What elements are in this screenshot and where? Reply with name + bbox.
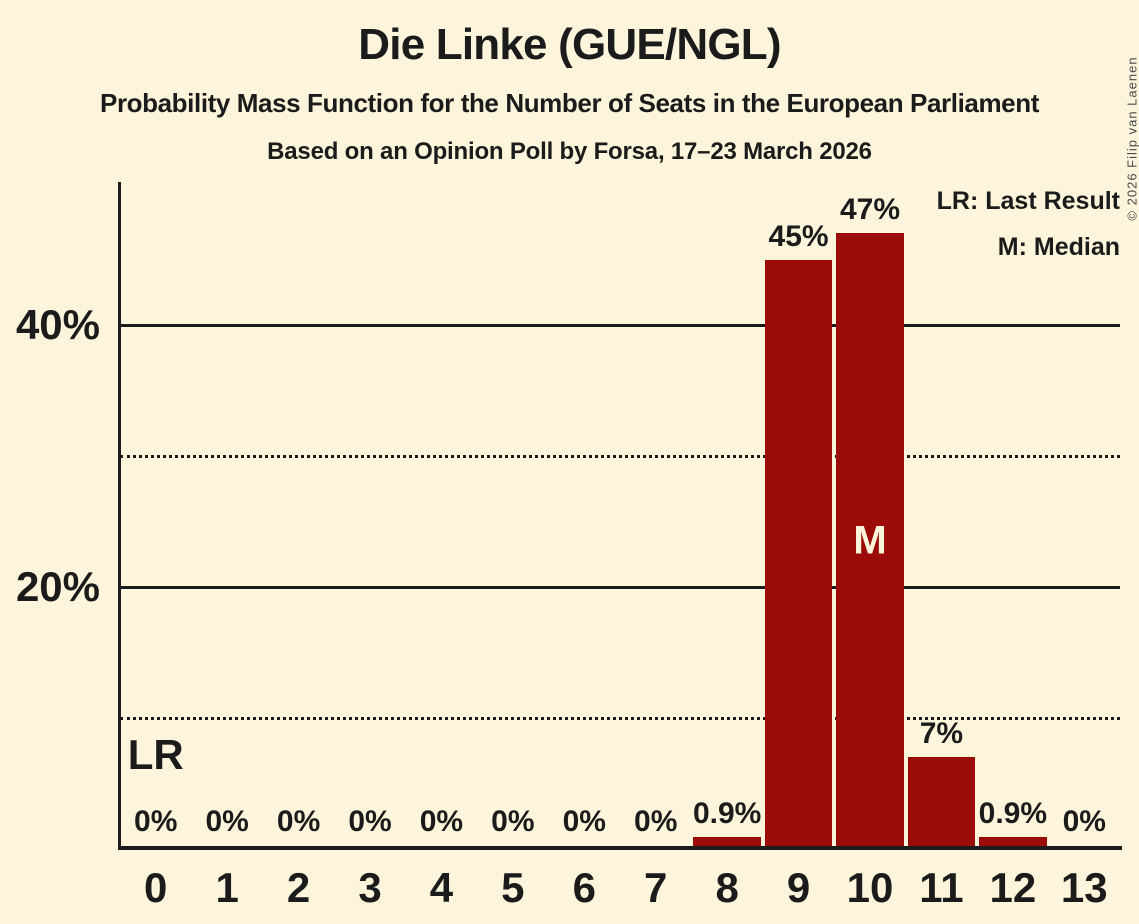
x-tick-label-10: 10 xyxy=(846,864,894,911)
gridline-10pct xyxy=(120,716,1120,720)
legend-median: M: Median xyxy=(997,233,1120,261)
x-tick-label-13: 13 xyxy=(1060,864,1108,911)
chart-legend: LR: Last Result M: Median xyxy=(937,178,1120,270)
chart-title: Die Linke (GUE/NGL) xyxy=(358,20,781,69)
bar-value-label-seat-10: 47% xyxy=(839,193,901,227)
bar-seat-11 xyxy=(907,757,976,849)
bar-value-label-seat-6: 0% xyxy=(562,805,606,838)
x-tick-label-4: 4 xyxy=(429,864,454,911)
x-tick-label-3: 3 xyxy=(358,864,382,911)
gridline-40pct xyxy=(120,323,1120,327)
x-tick-label-5: 5 xyxy=(501,864,525,911)
y-axis-line xyxy=(118,182,121,850)
bar-value-label-seat-9: 45% xyxy=(768,219,829,253)
bar-value-label-seat-11: 7% xyxy=(919,717,964,751)
chart-subtitle: Probability Mass Function for the Number… xyxy=(100,88,1039,118)
bar-value-label-seat-7: 0% xyxy=(634,805,678,838)
bar-seat-12 xyxy=(979,837,1047,849)
bar-seat-9 xyxy=(764,259,833,849)
x-tick-label-2: 2 xyxy=(286,864,311,911)
x-tick-label-8: 8 xyxy=(715,864,739,911)
bar-value-label-seat-1: 0% xyxy=(205,805,249,838)
bar-value-label-seat-8: 0.9% xyxy=(692,797,762,831)
x-tick-label-1: 1 xyxy=(215,864,239,911)
bar-value-label-seat-3: 0% xyxy=(348,805,392,838)
bar-value-label-seat-13: 0% xyxy=(1062,805,1106,838)
median-marker-label: M xyxy=(853,518,887,563)
last-result-marker-label: LR xyxy=(127,731,184,778)
bar-seat-10 xyxy=(836,233,904,849)
bar-value-label-seat-0: 0% xyxy=(134,805,178,838)
bar-value-label-seat-4: 0% xyxy=(419,805,464,838)
x-tick-label-11: 11 xyxy=(919,864,964,911)
x-tick-label-7: 7 xyxy=(644,864,668,911)
y-tick-label-40: 40% xyxy=(15,301,100,348)
y-tick-label-20: 20% xyxy=(15,563,100,610)
chart-poll-info: Based on an Opinion Poll by Forsa, 17–23… xyxy=(267,138,872,165)
gridline-30pct xyxy=(120,454,1120,458)
x-tick-label-0: 0 xyxy=(144,864,168,911)
bar-value-label-seat-5: 0% xyxy=(491,805,535,838)
x-axis-line xyxy=(118,846,1122,850)
bar-value-label-seat-2: 0% xyxy=(276,805,321,838)
legend-last-result: LR: Last Result xyxy=(936,187,1120,215)
bar-seat-8 xyxy=(693,837,761,849)
x-tick-label-6: 6 xyxy=(572,864,596,911)
gridline-20pct xyxy=(120,585,1120,589)
bar-value-label-seat-12: 0.9% xyxy=(978,797,1048,831)
x-tick-label-12: 12 xyxy=(989,864,1037,911)
x-tick-label-9: 9 xyxy=(786,864,811,911)
